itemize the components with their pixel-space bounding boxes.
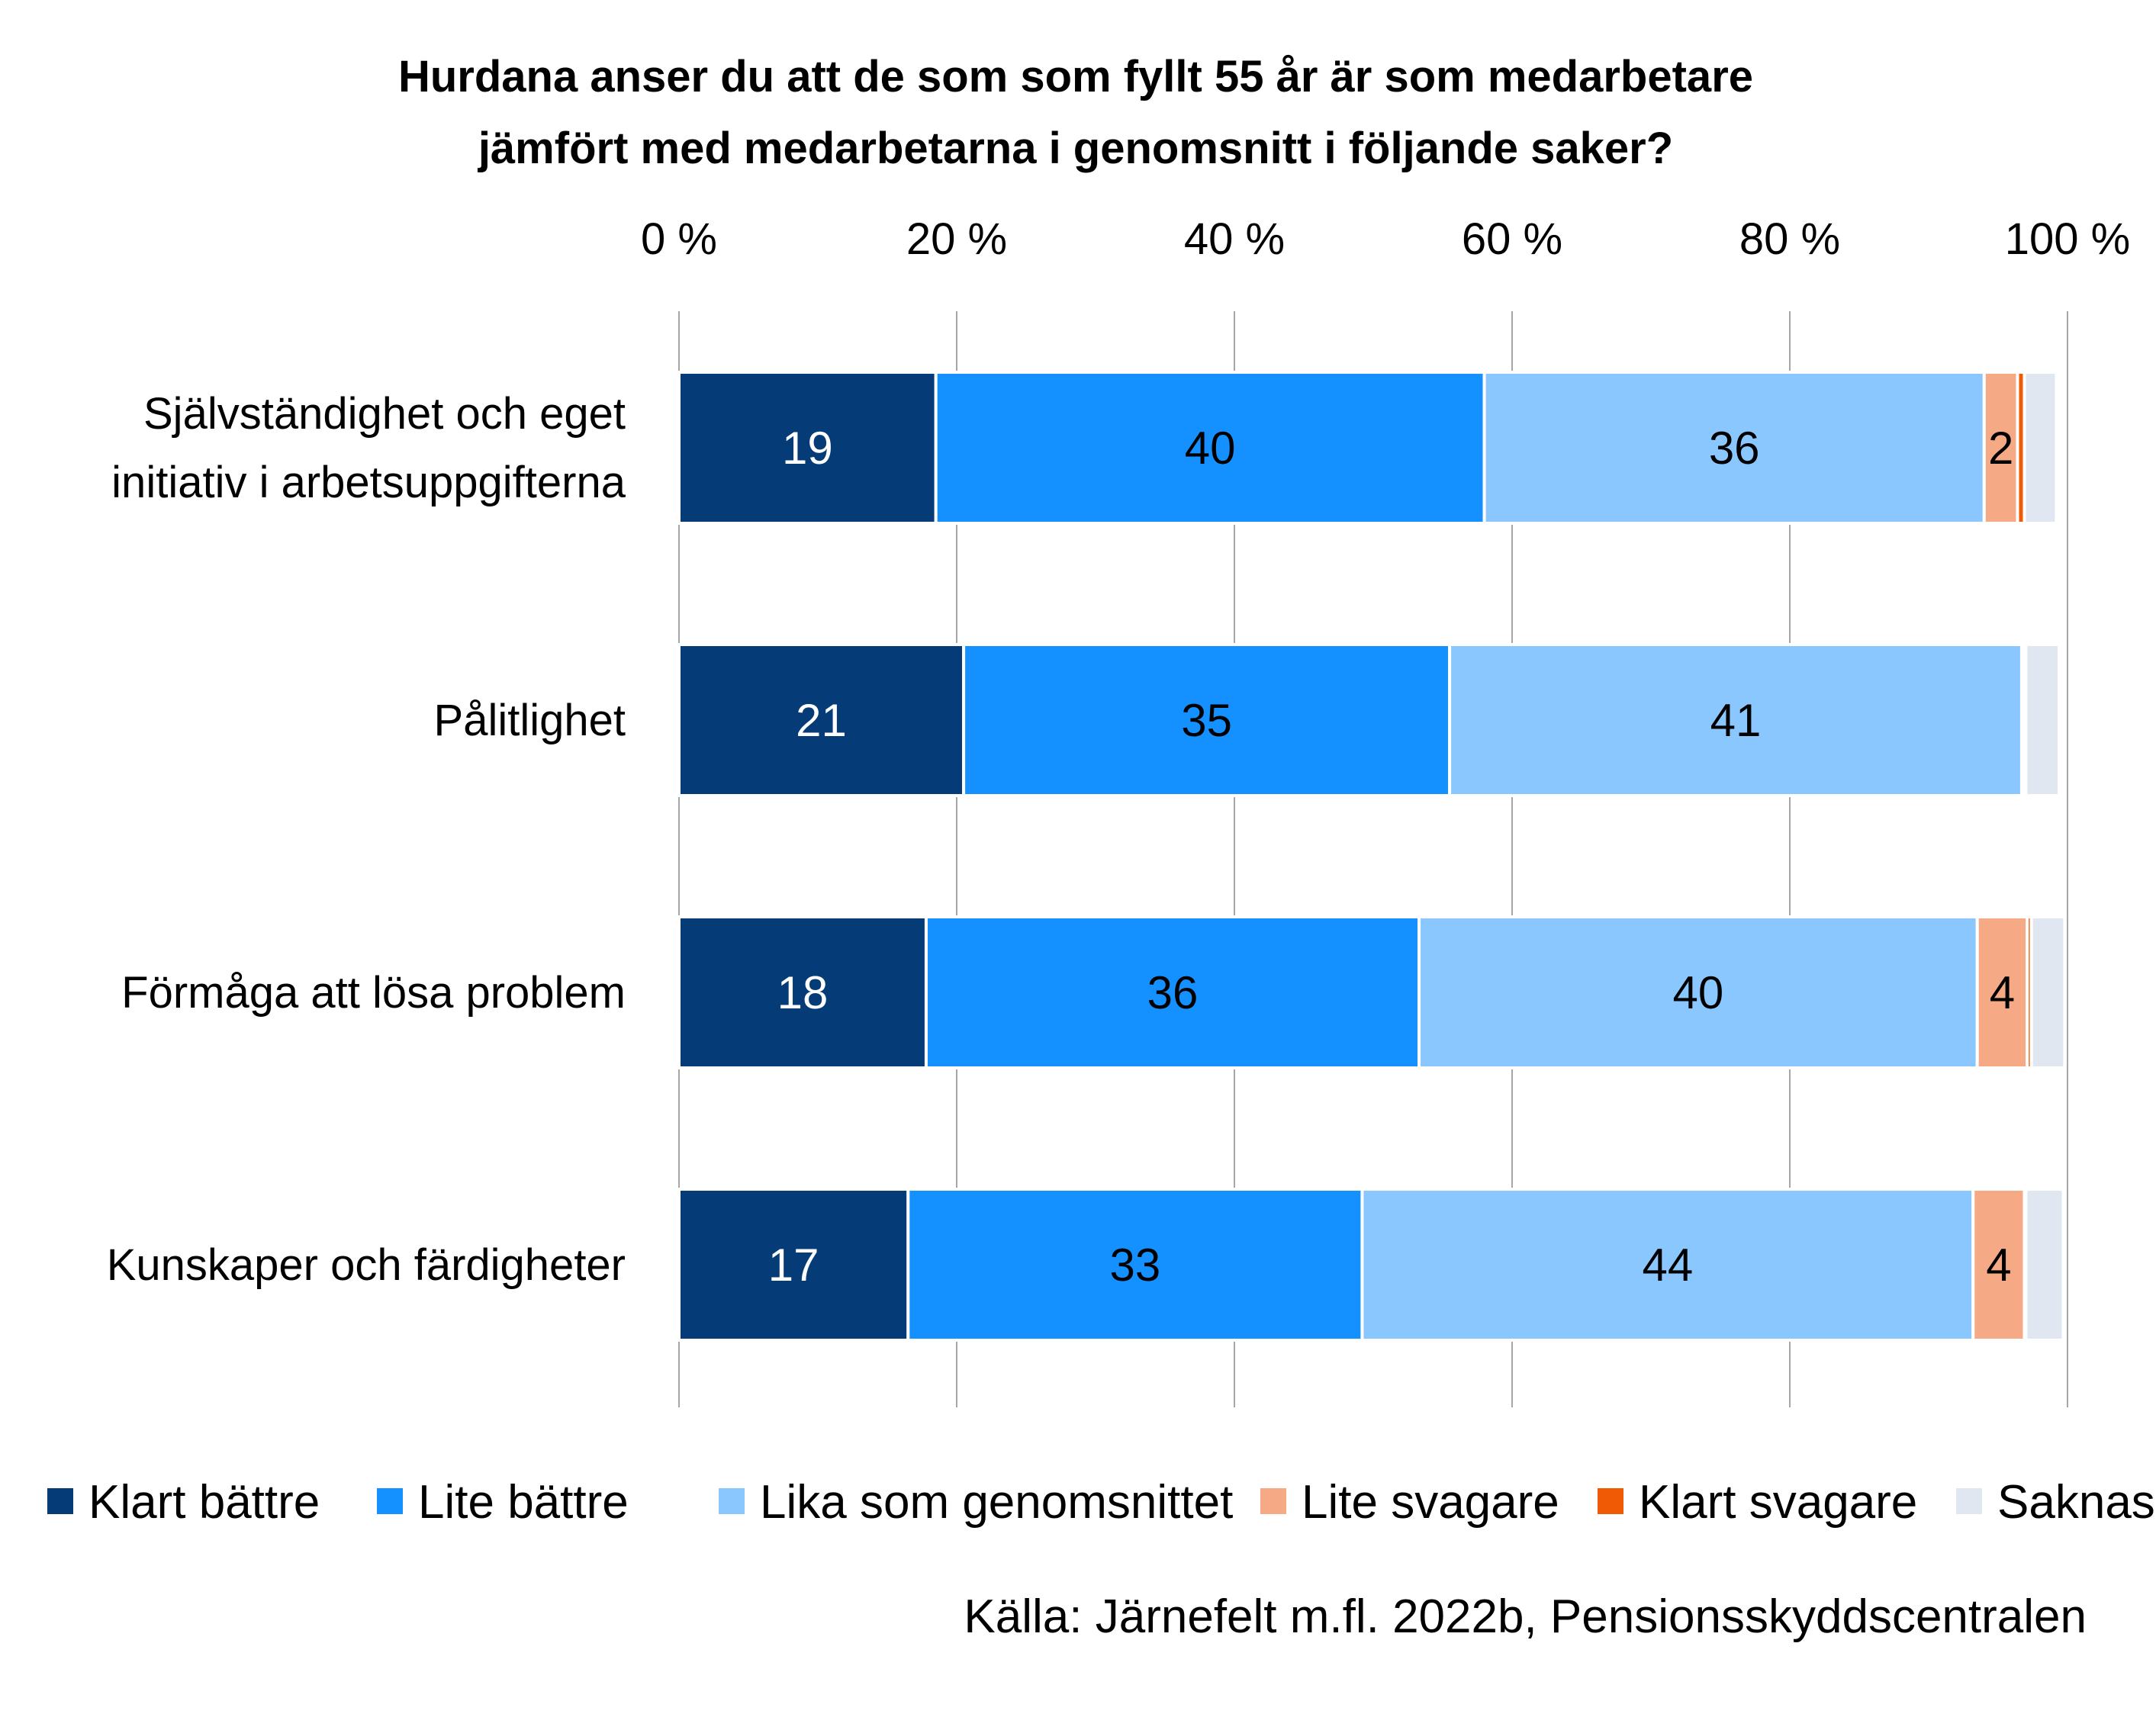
data-label: 2	[1988, 423, 2013, 474]
data-label: 21	[796, 695, 847, 746]
category-label: Pålitlighet	[434, 696, 626, 745]
category-label: initiativ i arbetsuppgifterna	[111, 458, 626, 507]
data-label: 36	[1709, 423, 1760, 474]
legend-swatch	[47, 1488, 73, 1514]
legend-item: Lika som genomsnittet	[719, 1476, 1233, 1529]
category-label: Förmåga att lösa problem	[121, 968, 626, 1018]
legend-item: Saknas	[1956, 1476, 2155, 1529]
legend-label: Lite svagare	[1302, 1476, 1559, 1529]
legend-swatch	[719, 1488, 745, 1514]
source-text: Källa: Järnefelt m.fl. 2022b, Pensionssk…	[964, 1590, 2087, 1643]
bar-segment	[677, 643, 966, 797]
bar-row: 18 36 40 4	[677, 915, 2067, 1069]
data-label: 41	[1710, 695, 1762, 746]
legend-label: Lika som genomsnittet	[760, 1476, 1233, 1529]
category-labels: Självständighet och eget initiativ i arbe…	[107, 389, 626, 1290]
legend-swatch	[1598, 1488, 1623, 1514]
bar-segment	[2024, 1188, 2065, 1342]
bar-segment	[1417, 915, 1979, 1069]
x-tick-label: 0 %	[641, 214, 717, 264]
bar-row: 17 33 44 4	[677, 1188, 2065, 1342]
legend-item: Klart svagare	[1598, 1476, 1917, 1529]
category-label: Kunskaper och färdigheter	[107, 1240, 626, 1290]
legend-swatch	[1260, 1488, 1286, 1514]
data-label: 40	[1673, 967, 1724, 1018]
category-label: Självständighet och eget	[143, 389, 626, 439]
bar-segment	[1975, 915, 2029, 1069]
bar-segment	[1360, 1188, 1975, 1342]
legend-label: Klart bättre	[88, 1476, 320, 1529]
data-label: 4	[1990, 967, 2015, 1018]
x-tick-label: 80 %	[1739, 214, 1840, 264]
x-tick-label: 60 %	[1462, 214, 1562, 264]
legend-label: Klart svagare	[1639, 1476, 1917, 1529]
data-label: 44	[1642, 1240, 1693, 1291]
chart-title-line: Hurdana anser du att de som som fyllt 55…	[398, 52, 1753, 101]
chart-title-line: jämfört med medarbetarna i genomsnitt i …	[478, 124, 1673, 173]
data-label: 4	[1986, 1240, 2011, 1291]
legend-item: Klart bättre	[47, 1476, 320, 1529]
data-label: 19	[782, 423, 833, 474]
source-note: Källa: Järnefelt m.fl. 2022b, Pensionssk…	[964, 1590, 2087, 1643]
x-tick-label: 40 %	[1184, 214, 1285, 264]
data-label: 17	[768, 1240, 819, 1291]
bar-segment	[1982, 371, 2019, 525]
legend-item: Lite svagare	[1260, 1476, 1559, 1529]
legend-label: Lite bättre	[418, 1476, 629, 1529]
bar-segment	[962, 643, 1452, 797]
bar-segment	[2024, 643, 2061, 797]
legend-item: Lite bättre	[377, 1476, 629, 1529]
x-axis-tick-labels: 0 % 20 % 40 % 60 % 80 % 100 %	[641, 214, 2130, 264]
bar-row: 21 35 41	[677, 643, 2061, 797]
x-tick-label: 100 %	[2005, 214, 2130, 264]
bar-segment	[1448, 643, 2023, 797]
data-label: 35	[1181, 695, 1232, 746]
data-label: 18	[777, 967, 829, 1018]
bar-segment	[924, 915, 1421, 1069]
bar-segment	[677, 371, 938, 525]
legend-swatch	[377, 1488, 403, 1514]
legend: Klart bättre Lite bättre Lika som genomsni…	[47, 1476, 2155, 1529]
bar-segment	[677, 1188, 910, 1342]
data-label: 33	[1109, 1240, 1160, 1291]
data-label: 40	[1185, 423, 1236, 474]
bar-row: 19 40 36 2	[677, 371, 2058, 525]
bar-segment	[2029, 915, 2067, 1069]
x-tick-label: 20 %	[906, 214, 1007, 264]
legend-swatch	[1956, 1488, 1982, 1514]
bar-segment	[2022, 371, 2058, 525]
chart-title: Hurdana anser du att de som som fyllt 55…	[398, 52, 1753, 173]
data-label: 36	[1147, 967, 1199, 1018]
legend-label: Saknas	[1997, 1476, 2155, 1529]
